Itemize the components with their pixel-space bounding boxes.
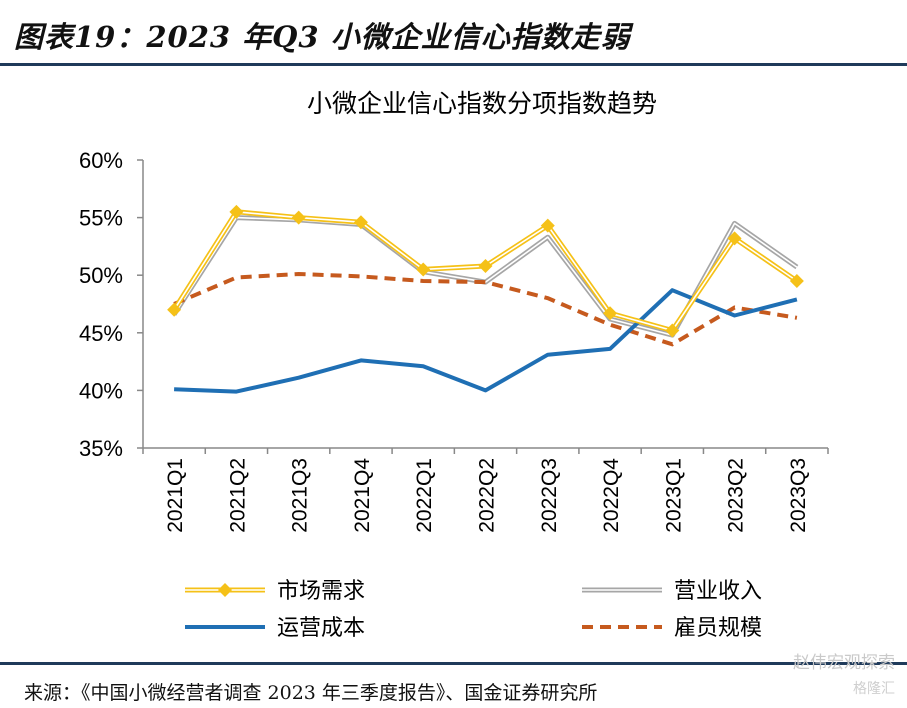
chart-series (167, 204, 804, 394)
data-point-marker (167, 302, 182, 317)
data-point-marker (789, 273, 804, 288)
series-0 (167, 204, 804, 338)
data-point-marker (353, 215, 368, 230)
y-tick-label: 50% (79, 263, 123, 288)
series-line (173, 271, 798, 347)
watermark-sub: 格隆汇 (853, 681, 895, 697)
legend-label: 运营成本 (277, 616, 365, 641)
x-tick-label: 2021Q3 (289, 458, 312, 533)
x-tick-label: 2023Q3 (787, 458, 810, 533)
figure-title: 图表19：2023 年Q3 小微企业信心指数走弱 (14, 20, 631, 54)
watermark: 赵伟宏观探索 (793, 653, 895, 673)
series-line (174, 288, 798, 394)
legend-marker (218, 583, 232, 597)
legend-item: 运营成本 (185, 616, 365, 641)
legend-item: 市场需求 (185, 579, 365, 604)
x-tick-label: 2022Q2 (476, 458, 499, 533)
data-point-marker (416, 262, 431, 277)
series-3 (173, 271, 798, 347)
legend-label: 市场需求 (277, 579, 365, 604)
y-tick-label: 55% (79, 206, 123, 231)
x-tick-label: 2022Q4 (600, 458, 623, 533)
data-point-marker (603, 306, 618, 321)
x-tick-label: 2023Q2 (725, 458, 748, 533)
data-point-marker (478, 258, 493, 273)
chart-title: 小微企业信心指数分项指数趋势 (307, 89, 657, 118)
y-tick-label: 45% (79, 321, 123, 346)
data-point-marker (665, 323, 680, 338)
y-tick-label: 60% (79, 148, 123, 173)
x-tick-label: 2022Q3 (538, 458, 561, 533)
chart-axes: 35% 40% 45% 50% 55% 60% 2021Q1 2021Q2 2021Q3 2021… (79, 148, 829, 533)
series-2 (174, 288, 798, 394)
x-tick-label: 2021Q4 (351, 458, 374, 533)
legend-label: 雇员规模 (674, 616, 762, 641)
line-chart: 小微企业信心指数分项指数趋势 35% 40% 45% 50% 55% 60% 2021Q1 2… (79, 89, 829, 641)
data-point-marker (727, 231, 742, 246)
x-tick-label: 2021Q1 (164, 458, 187, 533)
data-point-marker (540, 218, 555, 233)
x-tick-label: 2022Q1 (413, 458, 436, 533)
data-point-marker (229, 204, 244, 219)
legend-item: 雇员规模 (582, 616, 762, 641)
legend-item: 营业收入 (582, 579, 762, 604)
bottom-rule (0, 662, 907, 665)
source-note: 来源：《中国小微经营者调查 2023 年三季度报告》、国金证券研究所 (24, 682, 598, 704)
x-tick-label: 2021Q2 (226, 458, 249, 533)
legend-label: 营业收入 (674, 579, 762, 604)
data-point-marker (291, 210, 306, 225)
x-tick-label: 2023Q1 (662, 458, 685, 533)
y-tick-label: 35% (79, 436, 123, 461)
y-tick-label: 40% (79, 378, 123, 403)
top-rule (0, 63, 907, 66)
